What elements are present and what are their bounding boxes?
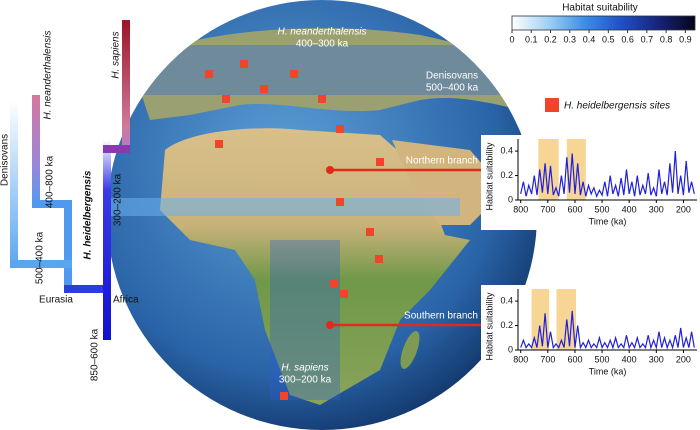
x-tick-label: 200 xyxy=(676,204,691,214)
y-tick-label: 0.2 xyxy=(500,170,513,180)
legend-swatch xyxy=(545,98,559,112)
x-tick-label: 600 xyxy=(567,354,582,364)
map-label-name: H. neanderthalensis xyxy=(278,27,367,38)
branch xyxy=(10,100,18,268)
y-tick-label: 0.2 xyxy=(500,320,513,330)
y-tick-label: 0.4 xyxy=(500,145,513,155)
x-tick-label: 600 xyxy=(567,204,582,214)
age-label: 300–200 ka xyxy=(113,173,124,226)
region-label: Africa xyxy=(113,295,139,306)
region-label: Eurasia xyxy=(39,295,73,306)
colorbar xyxy=(511,15,696,31)
site xyxy=(366,228,374,236)
map-label-name: Denisovans xyxy=(426,71,478,82)
age-label: 500–400 ka xyxy=(35,231,46,284)
site xyxy=(215,140,223,148)
x-axis-label: Time (ka) xyxy=(589,216,627,226)
taxon-label: H. neanderthalensis xyxy=(43,31,54,120)
y-axis-label: Habitat suitability xyxy=(484,292,494,361)
map-label-age: 400–300 ka xyxy=(296,39,349,50)
arabia xyxy=(392,140,505,225)
colorbar-tick-label: 0.1 xyxy=(525,34,538,44)
map-label-age: 500–400 ka xyxy=(426,83,479,94)
colorbar-tick-label: 0.2 xyxy=(544,34,557,44)
x-tick-label: 700 xyxy=(540,204,555,214)
leader-dot xyxy=(326,166,334,174)
branch xyxy=(103,145,130,153)
y-tick-label: 0.4 xyxy=(500,295,513,305)
stem-label: H. heidelbergensis xyxy=(83,170,94,259)
madagascar xyxy=(400,331,420,369)
branch xyxy=(64,200,72,293)
x-tick-label: 700 xyxy=(540,354,555,364)
x-tick-label: 800 xyxy=(513,204,528,214)
site xyxy=(290,70,298,78)
site xyxy=(375,255,383,263)
x-axis-label: Time (ka) xyxy=(589,366,627,376)
branch xyxy=(32,95,40,208)
branch xyxy=(64,285,111,293)
colorbar-tick-label: 0.3 xyxy=(564,34,577,44)
site xyxy=(280,392,288,400)
colorbar-tick-label: 0.7 xyxy=(641,34,654,44)
sites xyxy=(205,60,384,400)
branch xyxy=(103,140,111,340)
x-tick-label: 200 xyxy=(676,354,691,364)
x-tick-label: 500 xyxy=(595,204,610,214)
map-label-age: 300–200 ka xyxy=(279,375,332,386)
line xyxy=(520,151,695,198)
x-tick-label: 400 xyxy=(622,204,637,214)
branch-label: Northern branch xyxy=(406,156,478,167)
colorbar-tick-label: 0.4 xyxy=(583,34,596,44)
suitability-band xyxy=(107,198,460,216)
taxon-label: Denisovans xyxy=(0,134,11,186)
colorbar-tick-label: 0.6 xyxy=(621,34,634,44)
africa xyxy=(160,128,470,405)
branch xyxy=(10,260,72,268)
site xyxy=(376,158,384,166)
colorbar-title: Habitat suitability xyxy=(562,3,638,14)
x-tick-label: 300 xyxy=(649,204,664,214)
x-tick-label: 800 xyxy=(513,354,528,364)
branch-label: Southern branch xyxy=(404,311,478,322)
colorbar-tick-label: 0.9 xyxy=(679,34,692,44)
legend-label: H. heidelbergensis sites xyxy=(564,101,670,112)
y-axis-label: Habitat suitability xyxy=(484,142,494,211)
site xyxy=(330,280,338,288)
age-label: 400–800 ka xyxy=(45,155,56,208)
highlight-band xyxy=(531,289,550,350)
tree: Denisovans H. neanderthalensis H. sapien… xyxy=(0,20,139,381)
site xyxy=(240,60,248,68)
site xyxy=(340,290,348,298)
site xyxy=(260,85,268,93)
branch xyxy=(32,200,72,208)
y-tick-label: 0 xyxy=(508,344,513,354)
y-tick-label: 0 xyxy=(508,194,513,204)
x-tick-label: 400 xyxy=(622,354,637,364)
site xyxy=(318,95,326,103)
globe: H. neanderthalensis 400–300 ka Denisovan… xyxy=(107,0,537,430)
colorbar-tick-label: 0.5 xyxy=(602,34,615,44)
x-tick-label: 300 xyxy=(649,354,664,364)
site xyxy=(336,198,344,206)
branch xyxy=(122,20,130,153)
taxon-label: H. sapiens xyxy=(111,31,122,78)
map-label-name: H. sapiens xyxy=(281,363,328,374)
leader-dot xyxy=(326,321,334,329)
suitability-south xyxy=(270,240,340,400)
colorbar-tick-label: 0.8 xyxy=(660,34,673,44)
colorbar-tick-label: 0 xyxy=(509,34,514,44)
age-label: 850–600 ka xyxy=(90,328,101,381)
x-tick-label: 500 xyxy=(595,354,610,364)
site xyxy=(222,95,230,103)
site xyxy=(336,125,344,133)
line xyxy=(520,310,695,350)
site xyxy=(205,70,213,78)
